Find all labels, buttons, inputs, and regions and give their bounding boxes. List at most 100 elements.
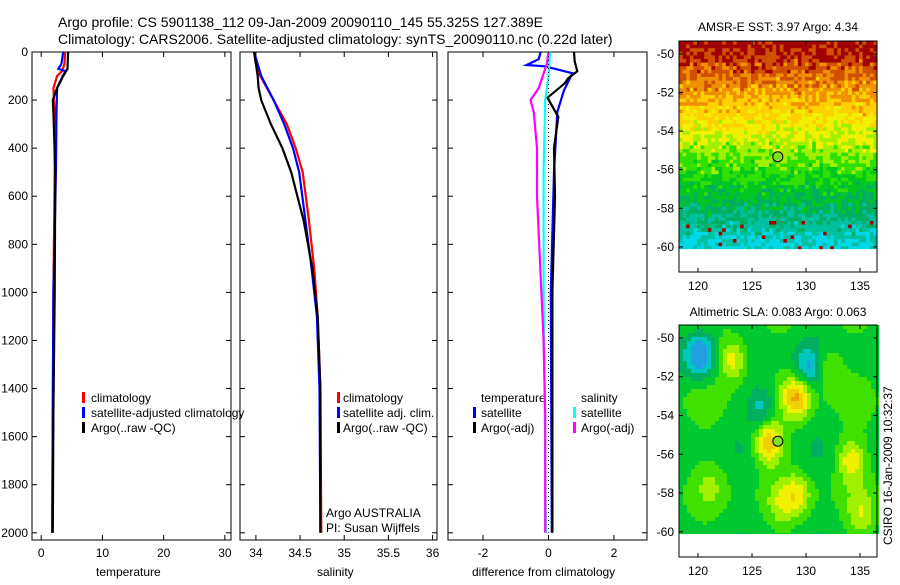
sst-cell <box>762 153 766 157</box>
sla-cell <box>731 397 735 401</box>
sst-cell <box>733 124 737 128</box>
sst-cell <box>701 135 705 139</box>
sst-cell <box>827 113 831 117</box>
sst-cell <box>715 203 719 207</box>
sla-cell <box>863 429 867 433</box>
sst-cell <box>737 124 741 128</box>
sla-cell <box>863 421 867 425</box>
sst-cell <box>834 48 838 52</box>
sla-cell <box>811 425 815 429</box>
sst-cell <box>834 127 838 131</box>
sst-cell <box>697 81 701 85</box>
sla-cell <box>687 357 691 361</box>
sst-cell <box>780 196 784 200</box>
sst-cell <box>819 77 823 81</box>
sst-cell <box>863 235 867 239</box>
plot-frame <box>448 52 647 540</box>
sst-cell <box>848 160 852 164</box>
sst-cell <box>830 225 834 229</box>
sst-cell <box>740 131 744 135</box>
sst-cell <box>780 73 784 77</box>
sla-cell <box>819 333 823 337</box>
sla-cell <box>747 413 751 417</box>
sla-cell <box>687 429 691 433</box>
sla-cell <box>799 425 803 429</box>
sst-cell <box>859 163 863 167</box>
sst-cell <box>733 55 737 59</box>
sla-cell <box>683 441 687 445</box>
sst-cell <box>845 228 849 232</box>
sst-cell <box>733 214 737 218</box>
sst-cell <box>794 235 798 239</box>
sst-cell <box>715 106 719 110</box>
sst-cell <box>827 196 831 200</box>
sla-cell <box>851 349 855 353</box>
sla-cell <box>803 377 807 381</box>
sla-cell <box>795 409 799 413</box>
sst-cell <box>805 243 809 247</box>
x-tick-label: 120 <box>688 279 708 293</box>
sst-cell <box>758 210 762 214</box>
sst-cell <box>852 225 856 229</box>
sla-cell <box>735 357 739 361</box>
sst-cell <box>744 160 748 164</box>
sst-cell <box>855 196 859 200</box>
sst-cell <box>848 117 852 121</box>
sla-cell <box>811 341 815 345</box>
sst-cell <box>708 192 712 196</box>
sst-cell <box>690 228 694 232</box>
sla-cell <box>871 417 875 421</box>
sst-cell <box>744 171 748 175</box>
sst-cell <box>809 167 813 171</box>
sla-cell <box>859 437 863 441</box>
sst-cell <box>794 149 798 153</box>
sst-cell <box>744 70 748 74</box>
sla-cell <box>687 445 691 449</box>
sst-cell <box>801 174 805 178</box>
sst-cell <box>686 109 690 113</box>
sst-cell <box>704 70 708 74</box>
sst-cell <box>690 77 694 81</box>
sla-cell <box>831 429 835 433</box>
sst-cell <box>708 52 712 56</box>
sla-cell <box>851 413 855 417</box>
sst-cell <box>794 106 798 110</box>
sst-cell <box>737 181 741 185</box>
sst-cell <box>773 81 777 85</box>
sst-cell <box>758 63 762 67</box>
legend-label: Argo(..raw -QC) <box>343 421 428 435</box>
sst-cell <box>841 63 845 67</box>
sst-cell <box>812 81 816 85</box>
sst-cell <box>726 207 730 211</box>
sla-cell <box>839 385 843 389</box>
sst-cell <box>845 217 849 221</box>
sst-cell <box>726 81 730 85</box>
sst-cell <box>780 109 784 113</box>
sst-cell <box>827 109 831 113</box>
sst-cell <box>845 178 849 182</box>
sst-cell <box>794 199 798 203</box>
sla-cell <box>755 333 759 337</box>
sst-cell <box>816 192 820 196</box>
sla-cell <box>803 353 807 357</box>
sst-cell <box>701 66 705 70</box>
sst-cell <box>751 163 755 167</box>
sst-cell <box>841 196 845 200</box>
sst-cell <box>776 207 780 211</box>
sla-cell <box>751 349 755 353</box>
sla-cell <box>771 353 775 357</box>
sst-cell <box>769 217 773 221</box>
sla-cell <box>695 325 699 329</box>
sla-cell <box>831 389 835 393</box>
sst-cell <box>686 199 690 203</box>
sla-cell <box>771 405 775 409</box>
sst-cell <box>848 63 852 67</box>
sst-cell <box>809 243 813 247</box>
sst-cell <box>690 131 694 135</box>
sst-cell <box>837 217 841 221</box>
sst-cell <box>693 45 697 49</box>
sla-cell <box>827 441 831 445</box>
sst-cell <box>845 156 849 160</box>
sst-cell <box>798 225 802 229</box>
sst-cell <box>765 124 769 128</box>
